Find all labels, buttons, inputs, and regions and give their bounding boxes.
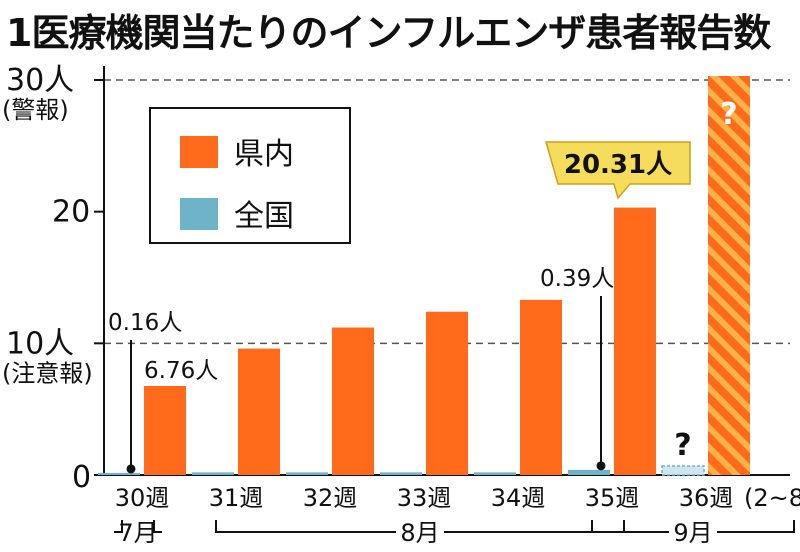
y-tick-sublabel: (注意報) <box>2 359 93 387</box>
highlight-callout <box>545 141 691 200</box>
bar-zenkoku <box>286 472 328 475</box>
unknown-mark: ? <box>674 428 691 463</box>
month-label: 8月 <box>400 519 439 547</box>
bar-kennai <box>426 311 468 475</box>
legend-swatch <box>180 136 218 168</box>
y-tick-label: 30人 <box>6 63 74 98</box>
month-bracket <box>591 520 795 533</box>
annotation-label: 20.31人 <box>564 150 672 180</box>
bar-zenkoku <box>474 472 516 475</box>
bar-kennai <box>332 327 374 475</box>
bar-kennai <box>144 385 186 475</box>
x-tick-label: 31週 <box>209 484 264 512</box>
annotation-label: 0.16人 <box>108 310 182 336</box>
bar-kennai <box>520 299 562 475</box>
x-tick-label: 36週 <box>679 484 734 512</box>
y-tick-label: 20 <box>52 195 90 230</box>
x-tick-note: (2~8日) <box>744 484 800 512</box>
bar-zenkoku <box>380 472 422 475</box>
x-tick-label: 35週 <box>585 484 640 512</box>
annotation-label: 6.76人 <box>144 358 218 384</box>
bar-kennai <box>238 348 280 475</box>
bar-kennai-unknown <box>708 76 750 475</box>
x-tick-label: 32週 <box>303 484 358 512</box>
chart-title: 1医療機関当たりのインフルエンザ患者報告数 <box>6 11 771 55</box>
annotation-dot <box>596 461 606 471</box>
legend-label: 全国 <box>234 199 294 234</box>
x-tick-label: 33週 <box>397 484 452 512</box>
bar-zenkoku <box>98 472 140 475</box>
bar-kennai <box>614 207 656 475</box>
month-label: 9月 <box>673 519 712 547</box>
bar-zenkoku-unknown <box>661 465 705 476</box>
y-tick-label: 10人 <box>6 326 74 361</box>
y-tick-sublabel: (警報) <box>2 96 69 124</box>
legend-label: 県内 <box>234 137 294 172</box>
bar-zenkoku <box>568 469 610 475</box>
month-bracket <box>114 520 162 533</box>
annotation-label: 0.39人 <box>540 266 614 292</box>
y-tick-label: 0 <box>72 460 91 495</box>
legend-swatch <box>180 198 218 230</box>
month-label: 7月 <box>118 519 157 547</box>
x-tick-label: 30週 <box>115 484 170 512</box>
bar-zenkoku <box>192 472 234 475</box>
x-tick-label: 34週 <box>491 484 546 512</box>
unknown-mark: ? <box>720 97 737 132</box>
annotation-dot <box>126 464 136 474</box>
